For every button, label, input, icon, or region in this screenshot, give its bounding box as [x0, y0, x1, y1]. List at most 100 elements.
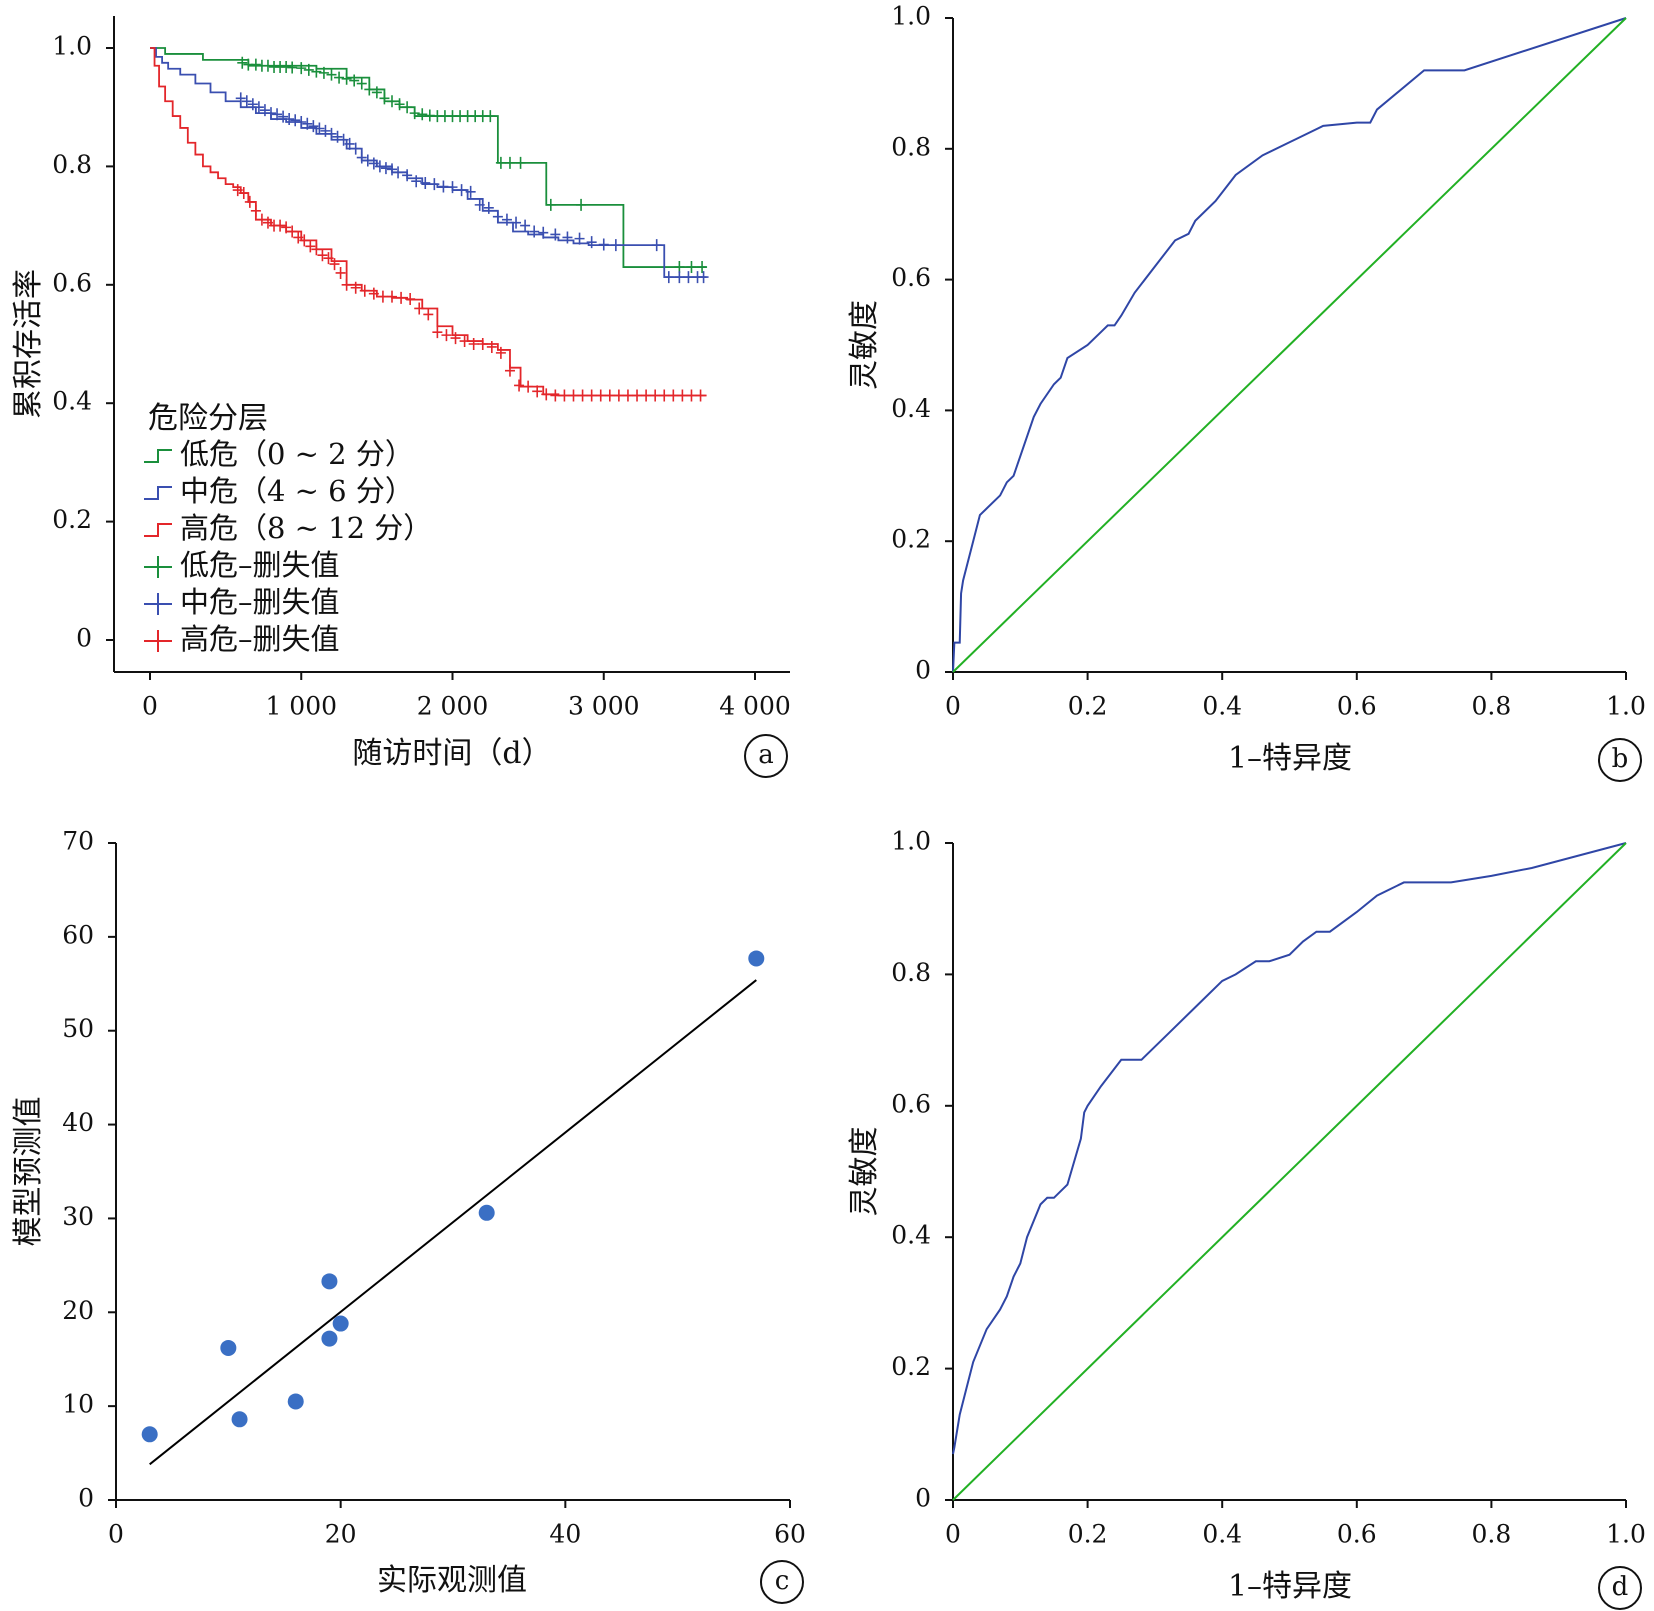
roc-curve [952, 842, 1627, 1455]
y-tick-label: 0.4 [891, 1221, 931, 1250]
censor-mark [441, 329, 452, 342]
censor-mark [332, 130, 343, 143]
censor-mark [577, 389, 588, 402]
censor-mark [668, 389, 679, 402]
legend-step-swatch [144, 523, 172, 537]
censor-mark [356, 151, 367, 164]
x-tick-label: 0.4 [1202, 1520, 1242, 1549]
censor-mark [541, 388, 552, 401]
censor-mark [468, 338, 479, 350]
reference-diagonal [952, 17, 1627, 673]
censor-mark [349, 74, 360, 87]
censor-mark [362, 154, 373, 167]
censor-mark [379, 92, 390, 105]
scatter-point [231, 1411, 248, 1428]
censor-mark [326, 127, 337, 140]
roc-curve [952, 17, 1627, 673]
censor-mark [495, 346, 506, 359]
censor-mark [504, 156, 515, 169]
censor-mark [287, 225, 298, 238]
censor-mark [272, 108, 283, 121]
censor-mark [402, 101, 413, 114]
chart-panel-b: 0 0.2 0.4 0.6 0.8 1.0 0 0.2 0.4 0.6 0.8 1.0 1–特异度 灵敏度… [847, 2, 1646, 782]
censor-mark [683, 271, 694, 284]
censor-mark [456, 184, 467, 197]
scatter-point [321, 1330, 338, 1347]
y-tick-label: 1.0 [891, 827, 931, 856]
legend-plus-swatch [144, 556, 172, 578]
legend-entry-label: 高危–删失值 [180, 622, 340, 656]
censor-mark [368, 157, 379, 170]
censor-mark [477, 338, 488, 350]
panel-badge-letter: b [1612, 744, 1629, 774]
censor-mark [305, 240, 316, 253]
censor-mark [622, 389, 633, 402]
x-tick-label: 60 [774, 1520, 806, 1549]
censor-mark [296, 116, 307, 128]
censor-mark [659, 389, 670, 402]
censor-mark [402, 169, 413, 182]
reference-diagonal [952, 842, 1627, 1501]
legend-step-swatch [144, 449, 172, 463]
censor-mark [364, 83, 375, 96]
x-axis-label: 1–特异度 [1228, 741, 1352, 776]
censor-mark [598, 238, 609, 251]
censor-mark [338, 133, 349, 146]
censor-mark [423, 308, 434, 321]
censor-mark [253, 101, 264, 114]
censor-mark [674, 261, 685, 274]
panel-badge-letter: a [758, 740, 774, 770]
y-tick-label: 0.8 [891, 132, 931, 161]
legend-title: 危险分层 [148, 401, 268, 436]
x-tick-label: 1.0 [1606, 692, 1646, 721]
x-tick-label: 0.6 [1337, 1520, 1377, 1549]
censor-mark [695, 389, 706, 402]
censor-mark [568, 389, 579, 402]
x-tick-label: 1 000 [265, 692, 337, 721]
y-tick-label: 0 [915, 1484, 931, 1513]
censor-mark [604, 389, 615, 402]
x-tick-label: 0.6 [1337, 692, 1377, 721]
y-tick-label: 50 [62, 1014, 94, 1043]
censor-mark [371, 86, 382, 99]
censor-mark [232, 184, 243, 197]
panel-badge [1598, 738, 1642, 782]
scatter-point [332, 1315, 349, 1332]
panel-badge-letter: d [1612, 1572, 1629, 1602]
chart-panel-a: 0 1 000 2 000 3 000 4 000 0 0.2 0.4 0.6 0.8 1.0 随访时… [11, 16, 791, 778]
censor-mark [259, 104, 270, 117]
y-axis-label: 累积存活率 [11, 269, 46, 419]
panel-badge [1598, 1566, 1642, 1610]
censor-mark [485, 110, 496, 123]
y-tick-label: 0.8 [891, 958, 931, 987]
censor-mark [674, 271, 685, 284]
censor-mark [538, 226, 549, 239]
censor-mark [529, 225, 540, 238]
x-tick-label: 0.8 [1472, 1520, 1512, 1549]
chart-panel-c: 0 20 40 60 0 10 20 30 40 50 60 70 实际观测值 模型预测值 c [11, 827, 806, 1604]
chart-panel-d: 0 0.2 0.4 0.6 0.8 1.0 0 0.2 0.4 0.6 0.8 1.0 1–特异度 灵敏度… [847, 827, 1646, 1610]
censor-mark [250, 58, 261, 71]
censor-mark [492, 210, 503, 223]
censor-mark [247, 98, 258, 111]
censor-mark [387, 163, 397, 176]
y-tick-label: 0.4 [52, 387, 92, 416]
censor-mark [374, 160, 385, 173]
y-axis-label: 模型预测值 [11, 1097, 46, 1247]
censor-mark [450, 332, 461, 345]
censor-mark [303, 63, 314, 76]
y-tick-label: 0.8 [52, 150, 92, 179]
censor-mark [237, 56, 248, 69]
censor-mark [417, 108, 428, 121]
censor-mark [559, 389, 570, 402]
censor-mark [302, 117, 313, 130]
legend-plus-swatch [144, 630, 172, 652]
censor-mark [326, 68, 337, 81]
censor-mark [244, 195, 255, 208]
censor-mark [262, 59, 273, 72]
y-tick-label: 0.2 [891, 1352, 931, 1381]
y-tick-label: 0 [76, 624, 92, 653]
censor-mark [287, 61, 298, 74]
censor-mark [523, 380, 534, 393]
